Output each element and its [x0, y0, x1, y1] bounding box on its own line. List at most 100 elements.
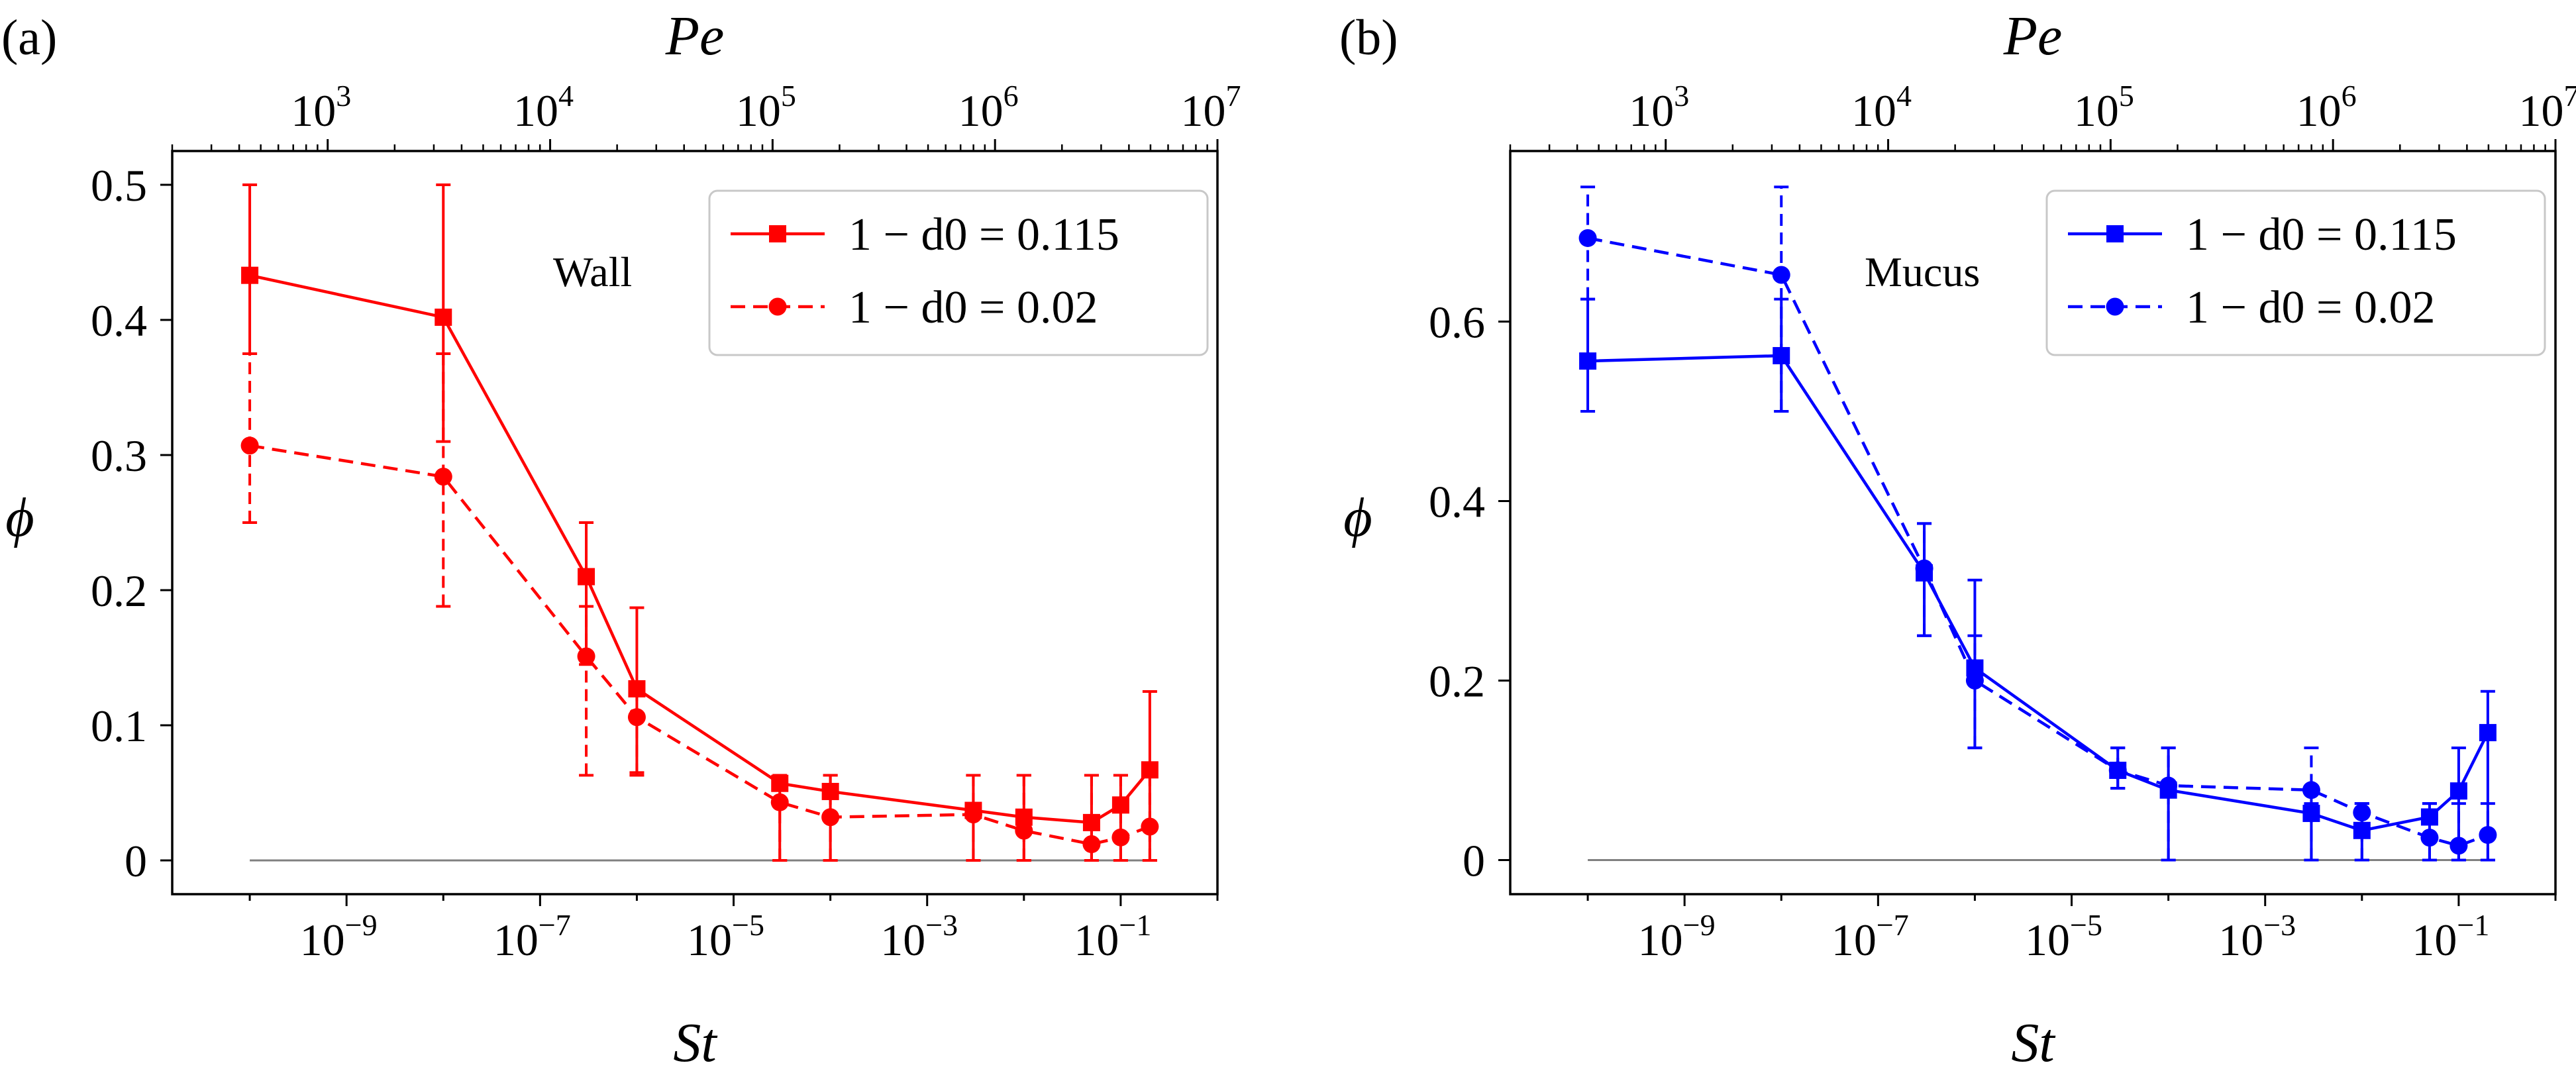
data-point-circle: [1772, 266, 1790, 284]
y-tick-label: 0.6: [1429, 297, 1485, 347]
pe-tick-exponent: 4: [1896, 79, 1912, 113]
series-line-dashed: [249, 444, 1151, 846]
x-tick-base: 10: [493, 915, 539, 965]
y-tick-label: 0.4: [91, 295, 147, 346]
region-annotation: Mucus: [1865, 248, 1980, 295]
x-axis-title: St: [2011, 1012, 2056, 1074]
pe-axis-title: Pe: [665, 5, 725, 67]
y-axis-title: ϕ: [5, 487, 34, 548]
legend-swatch-square: [769, 225, 786, 242]
x-tick-label: 10−7: [1831, 908, 1909, 965]
x-tick-exponent: −9: [345, 908, 378, 942]
x-tick-exponent: −5: [732, 908, 764, 942]
data-point-circle: [1915, 559, 1933, 578]
plot-frame: [171, 150, 1219, 896]
x-tick-exponent: −3: [925, 908, 958, 942]
x-tick-exponent: −1: [2457, 908, 2489, 942]
pe-tick-label: 104: [1851, 79, 1912, 136]
x-axis-title: St: [673, 1012, 718, 1074]
data-point-square: [578, 568, 595, 586]
x-tick-exponent: −5: [2070, 908, 2102, 942]
data-point-circle: [1141, 817, 1159, 836]
x-tick-label: 10−5: [687, 908, 764, 965]
data-point-square: [2449, 782, 2467, 800]
pe-tick-base: 10: [958, 85, 1004, 136]
data-point-circle: [2159, 776, 2178, 795]
plot-frame: [1509, 150, 2557, 896]
x-tick-exponent: −1: [1119, 908, 1151, 942]
data-point-circle: [1111, 828, 1130, 846]
pe-tick-exponent: 3: [1674, 79, 1689, 113]
legend-box: [2045, 189, 2546, 356]
x-tick-exponent: −7: [539, 908, 571, 942]
pe-tick-label: 106: [958, 79, 1019, 136]
pe-tick-base: 10: [291, 85, 336, 136]
pe-tick-exponent: 6: [2342, 79, 2357, 113]
data-point-circle: [240, 436, 259, 455]
x-tick-base: 10: [880, 915, 925, 965]
pe-tick-label: 103: [1629, 79, 1689, 136]
data-point-circle: [1082, 835, 1101, 854]
pe-axis-title: Pe: [2003, 5, 2063, 67]
region-annotation: Wall: [553, 248, 632, 295]
y-tick-label: 0.1: [91, 701, 147, 751]
pe-tick-exponent: 5: [2119, 79, 2134, 113]
x-tick-exponent: −7: [1877, 908, 1909, 942]
x-tick-label: 10−1: [2412, 908, 2489, 965]
pe-tick-base: 10: [736, 85, 781, 136]
legend: 1 − d0 = 0.115 1 − d0 = 0.02: [2045, 189, 2546, 356]
pe-tick-exponent: 5: [781, 79, 796, 113]
series-line-solid: [249, 274, 1151, 825]
y-tick-label: 0.4: [1429, 476, 1485, 527]
x-tick-exponent: −9: [1683, 908, 1716, 942]
data-point-square: [435, 308, 452, 326]
pe-tick-label: 104: [513, 79, 574, 136]
data-point-circle: [964, 805, 982, 824]
pe-tick-label: 107: [2519, 79, 2576, 136]
x-tick-base: 10: [2218, 915, 2263, 965]
data-point-circle: [2108, 761, 2127, 780]
panel-label: (b): [1339, 10, 1398, 66]
pe-tick-base: 10: [1181, 85, 1226, 136]
x-tick-label: 10−3: [880, 908, 958, 965]
panel-label: (a): [1, 10, 57, 66]
legend-label: 1 − d0 = 0.02: [849, 282, 1098, 333]
y-tick-label: 0.2: [1429, 656, 1485, 706]
y-tick-label: 0: [1463, 836, 1485, 886]
data-point-square: [241, 266, 259, 284]
legend: 1 − d0 = 0.115 1 − d0 = 0.02: [708, 189, 1209, 356]
data-point-circle: [2353, 803, 2371, 822]
pe-tick-base: 10: [1851, 85, 1896, 136]
x-tick-base: 10: [1831, 915, 1877, 965]
legend-swatch-circle: [768, 297, 787, 316]
data-point-circle: [2449, 837, 2468, 855]
data-point-circle: [1578, 229, 1597, 247]
y-tick-label: 0.3: [91, 431, 147, 481]
x-tick-base: 10: [687, 915, 732, 965]
pe-tick-exponent: 6: [1004, 79, 1019, 113]
pe-tick-base: 10: [1629, 85, 1674, 136]
series-line-solid: [1588, 354, 2489, 833]
x-tick-base: 10: [1074, 915, 1119, 965]
pe-tick-label: 105: [736, 79, 796, 136]
x-tick-label: 10−1: [1074, 908, 1151, 965]
y-axis-title: ϕ: [1343, 487, 1372, 548]
pe-tick-base: 10: [2074, 85, 2119, 136]
x-tick-label: 10−7: [493, 908, 571, 965]
pe-tick-base: 10: [513, 85, 558, 136]
data-point-circle: [2420, 829, 2439, 847]
x-tick-base: 10: [2412, 915, 2457, 965]
legend-swatch-circle: [2106, 297, 2124, 316]
pe-tick-label: 106: [2296, 79, 2357, 136]
data-point-circle: [2479, 826, 2497, 845]
pe-tick-exponent: 3: [336, 79, 351, 113]
data-point-circle: [1965, 671, 1984, 690]
pe-tick-base: 10: [2296, 85, 2342, 136]
data-point-square: [1579, 352, 1597, 370]
x-tick-label: 10−5: [2025, 908, 2102, 965]
y-tick-label: 0: [125, 836, 147, 886]
y-tick-label: 0.2: [91, 566, 147, 616]
data-point-circle: [577, 647, 595, 666]
x-tick-label: 10−3: [2218, 908, 2296, 965]
data-point-circle: [1015, 821, 1033, 840]
